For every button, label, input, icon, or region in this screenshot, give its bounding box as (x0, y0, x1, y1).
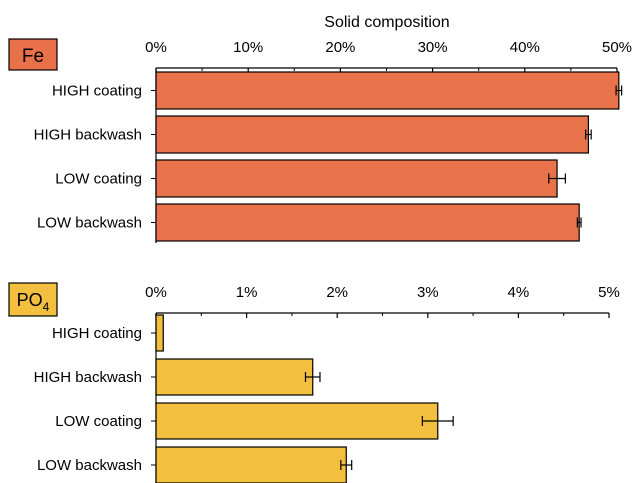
category-label: HIGH coating (52, 325, 142, 342)
bar (155, 115, 590, 154)
bar (155, 203, 580, 242)
category-label: HIGH coating (52, 83, 142, 100)
fe-panel: 0% 10% 20% 30% 40% 50% HIGH coating HIGH backwa… (34, 39, 632, 243)
x-tick-label: 4% (508, 284, 530, 301)
po4-panel-label: PO4 (17, 290, 50, 314)
x-tick-label: 0% (145, 39, 167, 56)
bar (155, 402, 439, 440)
x-tick-label: 30% (418, 39, 448, 56)
fe-panel-label-box (8, 38, 58, 71)
category-label: HIGH backwash (34, 127, 142, 144)
po4-panel: 0% 1% 2% 3% 4% 5% HIGH coating HIGH backwash LOW… (34, 284, 620, 483)
chart-title: Solid composition (324, 14, 449, 31)
x-tick-label: 5% (598, 284, 620, 301)
category-label: LOW coating (55, 171, 142, 188)
bar (155, 71, 620, 110)
bar (155, 358, 314, 396)
x-tick-label: 2% (326, 284, 348, 301)
category-label: LOW coating (55, 413, 142, 430)
category-label: LOW backwash (37, 215, 142, 232)
category-label: HIGH backwash (34, 369, 142, 386)
x-tick-label: 40% (510, 39, 540, 56)
x-tick-label: 1% (236, 284, 258, 301)
category-label: LOW backwash (37, 457, 142, 474)
x-tick-label: 3% (417, 284, 439, 301)
x-tick-label: 0% (145, 284, 167, 301)
bar (155, 159, 558, 198)
bar (155, 314, 164, 352)
x-tick-label: 50% (602, 39, 632, 56)
po4-panel-label-box (8, 282, 58, 317)
x-tick-label: 10% (233, 39, 263, 56)
fe-panel-label: Fe (22, 46, 44, 67)
x-tick-label: 20% (325, 39, 355, 56)
bar (155, 446, 347, 483)
